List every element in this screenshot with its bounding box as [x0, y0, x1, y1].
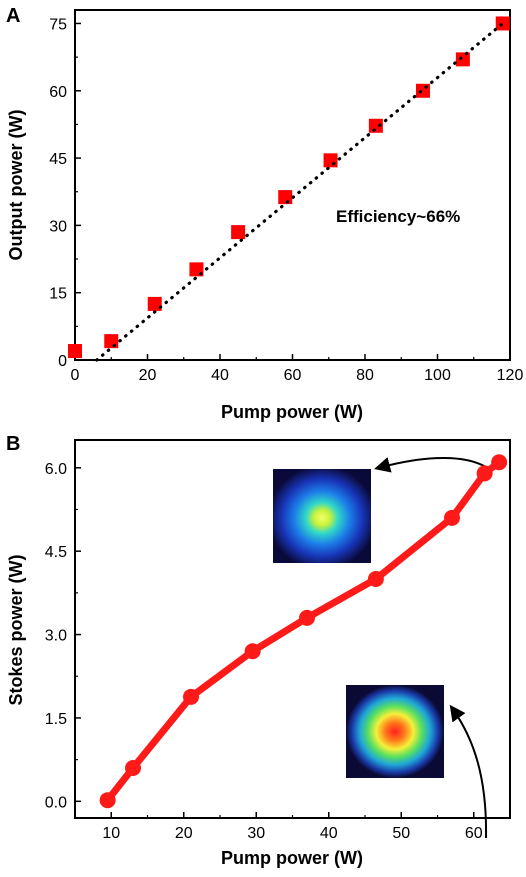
y-tick-label: 6.0: [45, 461, 67, 478]
panel-a-y-axis-label: Output power (W): [6, 110, 26, 261]
data-point-circle: [444, 509, 460, 526]
data-point-square: [104, 334, 119, 349]
y-tick-label: 1.5: [45, 711, 67, 728]
data-point-square: [278, 190, 293, 205]
y-tick-label: 30: [49, 218, 67, 235]
fit-line-overlay: [95, 21, 505, 362]
y-tick-label: 0.0: [45, 794, 67, 811]
data-point-circle: [183, 688, 199, 705]
y-tick-label: 15: [49, 286, 67, 303]
data-point-square: [495, 16, 510, 31]
data-point-square: [231, 225, 246, 240]
x-tick-label: 0: [71, 367, 80, 384]
x-tick-label: 60: [284, 367, 302, 384]
panel-a-label: A: [6, 5, 20, 27]
arrow-to-high-power-inset: [374, 456, 487, 473]
data-point-circle: [244, 643, 261, 660]
beam-profile-low-power-icon: [346, 685, 444, 778]
x-tick-label: 20: [139, 367, 157, 384]
panel-a-points: [68, 16, 510, 362]
x-tick-label: 40: [320, 825, 338, 842]
data-point-circle: [476, 465, 493, 482]
panel-b-points: [99, 454, 508, 809]
panel-a-axes: 0 20 40 60 80 100 120 0 15 30 45 60 75: [49, 16, 523, 384]
data-point-circle: [367, 570, 384, 587]
x-tick-label: 10: [102, 825, 120, 842]
y-tick-label: 3.0: [45, 628, 67, 645]
panel-b-x-axis-label: Pump power (W): [221, 848, 363, 868]
y-tick-label: 60: [49, 84, 67, 101]
x-tick-label: 120: [497, 367, 524, 384]
data-point-square: [368, 118, 383, 133]
y-tick-label: 4.5: [45, 544, 67, 561]
beam-profile-high-power-icon: [273, 469, 371, 563]
y-tick-label: 45: [49, 151, 67, 168]
panel-b-y-axis-label: Stokes power (W): [6, 554, 26, 705]
data-point-square: [147, 296, 162, 311]
y-tick-label: 75: [49, 16, 67, 33]
data-point-circle: [491, 454, 508, 471]
x-tick-label: 60: [465, 825, 483, 842]
x-tick-label: 20: [175, 825, 193, 842]
x-tick-label: 30: [247, 825, 265, 842]
data-point-square: [68, 344, 82, 359]
panel-b: B 10 20 30 40 50 60 0.0 1.5 3.0 4.5 6.0 Pump power…: [6, 433, 511, 868]
panel-a-plot-frame: [74, 9, 511, 361]
data-point-square: [416, 83, 430, 98]
data-point-circle: [125, 759, 141, 776]
x-tick-label: 40: [211, 367, 229, 384]
data-point-circle: [299, 609, 315, 626]
x-tick-label: 80: [356, 367, 374, 384]
data-point-square: [323, 153, 338, 168]
panel-b-axes: 10 20 30 40 50 60 0.0 1.5 3.0 4.5 6.0: [45, 461, 511, 842]
y-tick-label: 0: [58, 353, 67, 370]
data-point-circle: [99, 792, 116, 809]
efficiency-annotation: Efficiency~66%: [336, 207, 460, 226]
x-tick-label: 100: [424, 367, 451, 384]
panel-a: A 0 20 40 60 80 100 120 0 15 30 45 60 75 Efficiency~…: [6, 5, 523, 422]
arrow-to-low-power-inset: [449, 704, 488, 839]
x-tick-label: 50: [392, 825, 410, 842]
panel-b-label: B: [6, 433, 20, 455]
data-point-square: [455, 52, 470, 67]
panel-a-x-axis-label: Pump power (W): [221, 402, 363, 422]
